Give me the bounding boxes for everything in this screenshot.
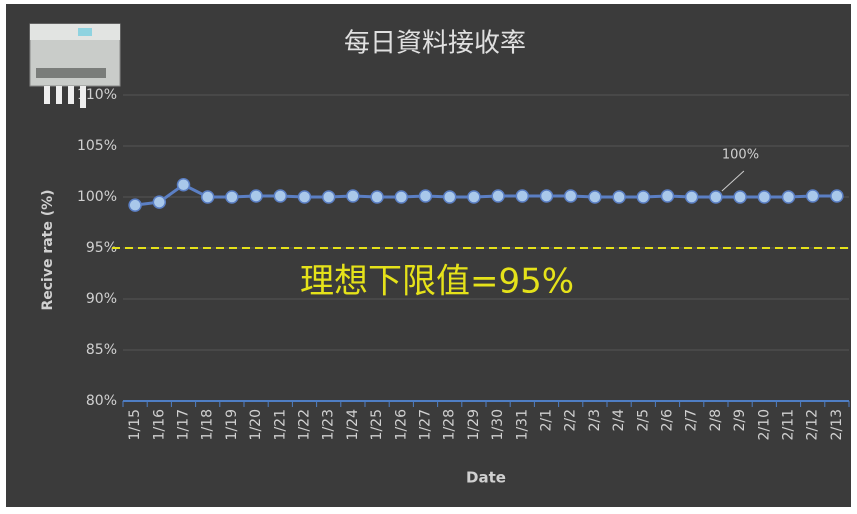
y-tick-label: 95% [86,240,117,256]
data-point [733,190,747,204]
data-point [273,189,288,203]
data-point [394,190,409,204]
x-tick-label: 1/23 [321,409,337,440]
x-tick-label: 2/4 [611,409,627,432]
x-tick-label: 1/31 [514,409,530,440]
data-point [781,190,796,204]
x-tick-label: 1/20 [248,409,264,440]
x-tick-label: 2/7 [684,409,700,432]
x-tick-label: 2/9 [732,409,748,432]
x-tick-label: 1/28 [442,409,458,440]
threshold-annotation: 理想下限值=95% [300,262,574,302]
chart-title: 每日資料接收率 [344,29,526,59]
x-tick-label: 2/12 [805,409,821,440]
data-point [370,190,384,204]
x-tick-label: 2/10 [756,409,772,440]
data-point [442,190,457,204]
data-point [200,190,215,204]
x-tick-label: 2/11 [781,409,797,440]
x-tick-label: 1/21 [272,409,288,440]
x-tick-label: 1/17 [176,409,192,440]
y-tick-label: 100% [77,189,117,205]
data-point [346,189,360,203]
data-label: 100% [722,148,759,163]
data-point [225,190,239,204]
x-tick-label: 1/18 [200,409,216,440]
x-tick-label: 2/13 [829,409,845,440]
x-tick-label: 2/3 [587,409,603,432]
x-tick-label: 1/16 [151,409,167,441]
x-tick-label: 1/25 [369,409,385,440]
x-tick-label: 1/24 [345,409,361,441]
x-tick-label: 2/1 [539,409,555,432]
chart-background [6,4,851,507]
data-point [660,189,675,203]
data-point [588,190,602,204]
y-tick-label: 110% [77,87,117,103]
data-point [515,189,530,203]
data-point [152,195,167,209]
x-tick-label: 1/29 [466,409,482,440]
data-point [563,189,578,203]
y-tick-label: 105% [77,138,117,154]
data-point [709,190,723,204]
x-tick-label: 2/2 [563,409,579,432]
data-point [757,190,772,204]
data-point [830,189,844,203]
data-point [249,189,263,203]
x-tick-label: 2/8 [708,409,724,432]
y-axis-label: Recive rate (%) [40,189,56,310]
x-axis-label: Date [466,469,506,487]
x-tick-label: 1/19 [224,409,240,440]
data-point [491,189,505,203]
data-point [684,190,699,204]
data-point [467,190,481,204]
data-point [418,189,433,203]
x-tick-label: 2/5 [635,409,651,432]
data-point [612,190,626,204]
data-point [539,189,554,203]
x-tick-label: 1/27 [418,409,434,440]
data-point [636,190,651,204]
x-tick-label: 1/30 [490,409,506,440]
x-tick-label: 1/26 [393,409,409,441]
data-point [176,178,191,192]
x-tick-label: 1/15 [127,409,143,440]
device-image [29,23,121,108]
data-point [321,190,336,204]
data-label-leader [721,170,745,192]
x-tick-label: 2/6 [660,409,676,432]
y-tick-label: 80% [86,393,117,409]
data-point [297,190,312,204]
y-tick-label: 85% [86,342,117,358]
y-tick-label: 90% [86,291,117,307]
data-point [128,198,142,212]
plot: 80% 85% 90% 95% 100% 105% 110% 1/15 1/16 1/17 1/18… [77,87,853,440]
data-point [805,189,820,203]
x-tick-label: 1/22 [297,409,313,440]
